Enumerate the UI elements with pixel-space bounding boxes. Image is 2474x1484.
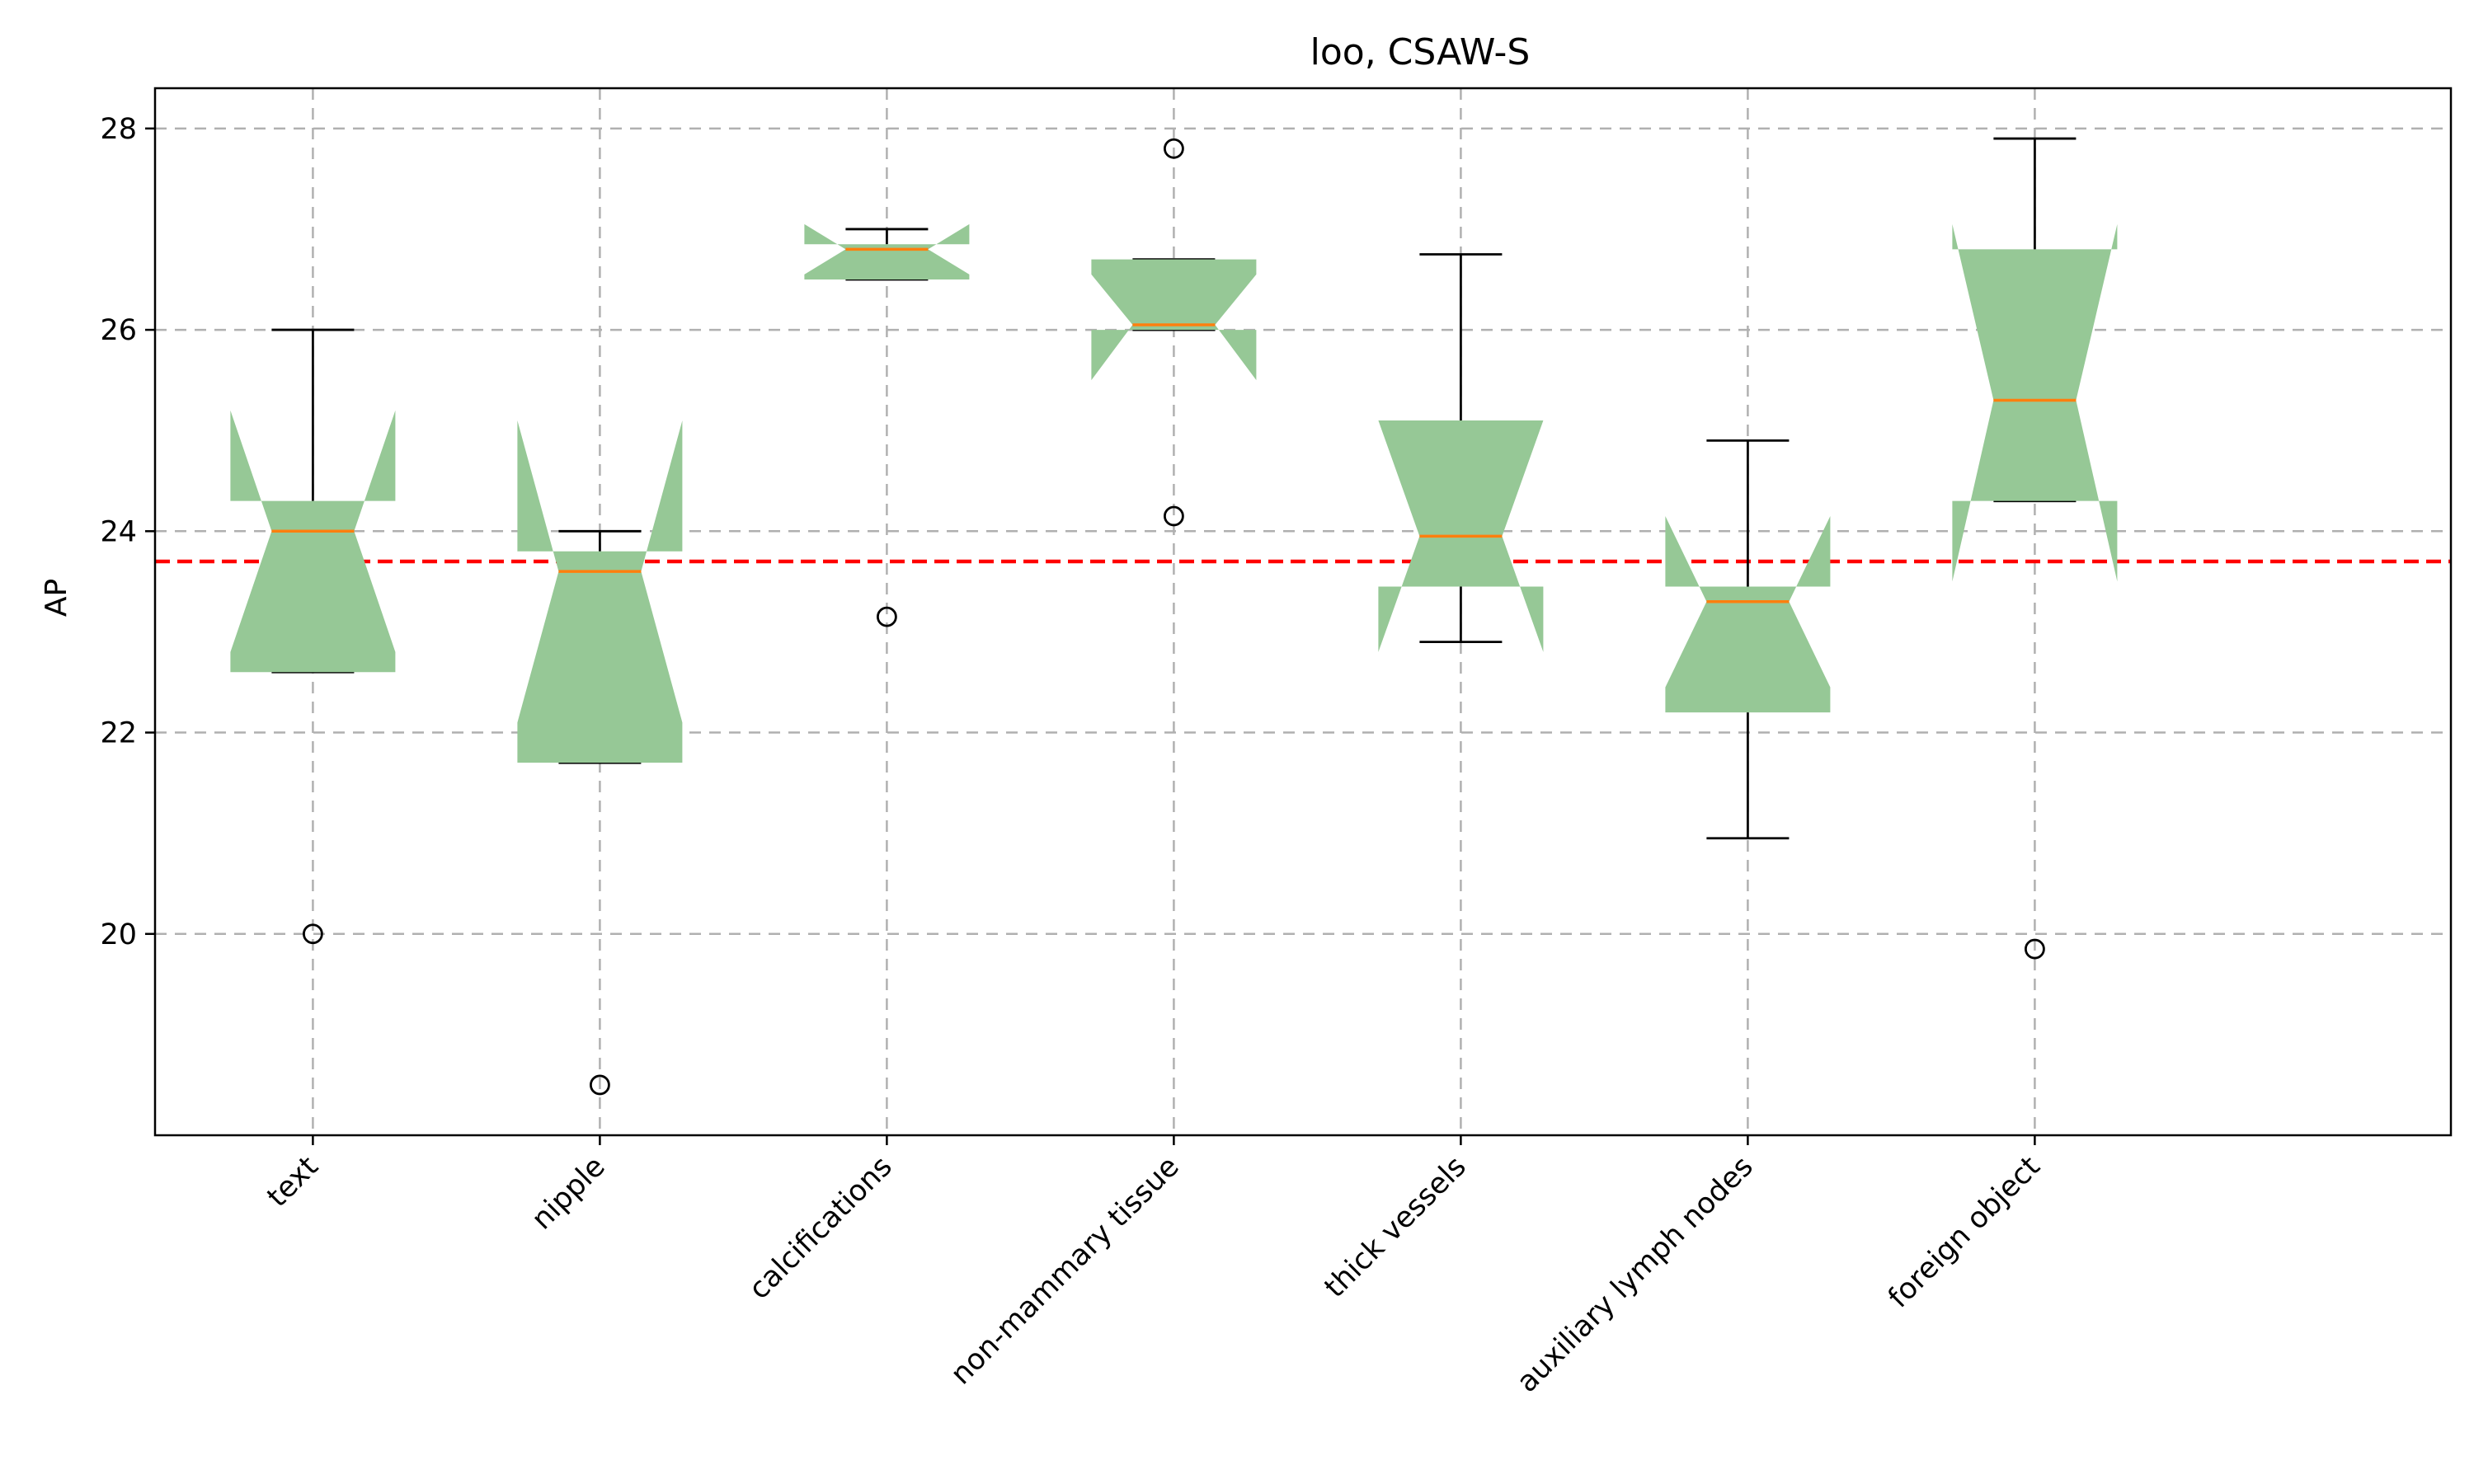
y-axis-ticks: 20 22 24 26 28 <box>100 113 155 951</box>
outlier-point <box>590 1074 610 1096</box>
boxes-layer <box>230 137 2118 1096</box>
x-tick-label: nipple <box>525 1150 611 1236</box>
y-tick-label: 24 <box>100 515 137 548</box>
x-tick-label: text <box>261 1150 325 1214</box>
box-thick-vessels <box>1378 253 1544 652</box>
box-auxiliary-lymph-nodes <box>1665 439 1831 840</box>
outlier-point <box>1164 505 1184 527</box>
box-nipple <box>517 420 683 1096</box>
outlier-point <box>1164 138 1184 159</box>
x-tick-label: auxiliary lymph nodes <box>1511 1150 1760 1399</box>
grid-lines <box>155 88 2451 1135</box>
x-tick-label: thick vessels <box>1319 1150 1473 1304</box>
box-body <box>1952 223 2118 582</box>
box-body <box>517 420 683 763</box>
box-text <box>230 328 396 945</box>
box-body <box>230 410 396 673</box>
box-body <box>1665 515 1831 713</box>
outlier-point <box>2024 938 2045 960</box>
y-tick-label: 20 <box>100 918 137 951</box>
y-axis-label: AP <box>40 579 73 617</box>
x-tick-label: foreign object <box>1882 1150 2046 1314</box>
x-tick-label: calcifications <box>743 1150 899 1306</box>
box-body <box>1091 259 1257 381</box>
y-tick-label: 22 <box>100 717 137 750</box>
box-foreign-object <box>1952 137 2118 960</box>
x-axis-ticks: text nipple calcifications non-mammary tiss… <box>261 1135 2047 1399</box>
chart-title: loo, CSAW-S <box>1310 31 1531 73</box>
plot-frame <box>153 87 2453 1137</box>
x-tick-label: non-mammary tissue <box>944 1150 1185 1391</box>
box-calcifications <box>804 223 970 627</box>
box-body <box>804 223 970 280</box>
outlier-point <box>877 606 897 627</box>
outlier-point <box>302 923 323 945</box>
y-tick-label: 28 <box>100 113 137 146</box>
box-non-mammary-tissue <box>1091 138 1257 527</box>
y-tick-label: 26 <box>100 314 137 347</box>
